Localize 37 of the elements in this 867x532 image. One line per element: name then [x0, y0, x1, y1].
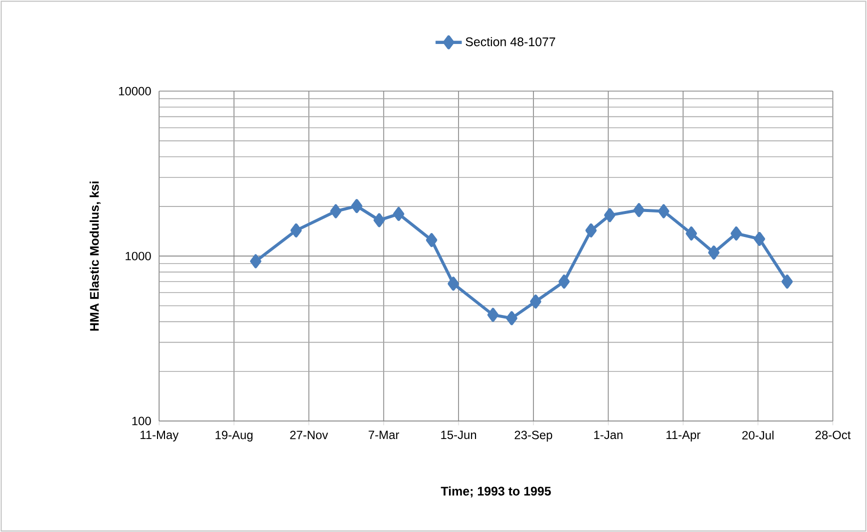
y-tick-label: 100	[132, 416, 151, 426]
point	[487, 308, 499, 322]
point	[558, 274, 570, 289]
legend-label: Section 48-1077	[466, 37, 556, 46]
x-tick-label: 19-Aug	[216, 430, 252, 442]
point	[250, 254, 262, 268]
point	[633, 203, 645, 218]
x-tick-label: 11-Apr	[666, 430, 700, 442]
point	[506, 311, 518, 326]
x-tick-label: 1-Jan	[594, 430, 622, 440]
point	[374, 213, 385, 228]
point	[448, 276, 459, 291]
point	[782, 274, 793, 289]
point	[330, 204, 342, 218]
point	[686, 226, 697, 240]
x-tick-label: 7-Mar	[368, 430, 400, 440]
point	[585, 223, 597, 238]
x-tick-label: 23-Sep	[514, 430, 552, 442]
point	[351, 199, 362, 213]
point	[426, 233, 438, 248]
x-tick-label: 11-May	[140, 430, 179, 442]
x-tick-label: 20-Jul	[742, 430, 774, 440]
x-tick-label: 27-Nov	[290, 430, 328, 440]
y-tick-label: 10000	[119, 86, 151, 96]
x-tick-label: 15-Jun	[441, 430, 476, 440]
x-tick-label: 28-Oct	[815, 430, 851, 440]
point	[604, 208, 616, 222]
y-axis-title: HMA Elastic Modulus, ksi	[90, 182, 101, 331]
point	[393, 206, 404, 221]
x-axis-title: Time; 1993 to 1995	[440, 486, 551, 498]
y-tick-label: 1000	[126, 252, 151, 260]
point	[754, 232, 766, 246]
point	[530, 294, 542, 308]
point	[290, 223, 302, 238]
point	[730, 226, 742, 240]
point	[708, 246, 720, 260]
point	[658, 204, 670, 218]
